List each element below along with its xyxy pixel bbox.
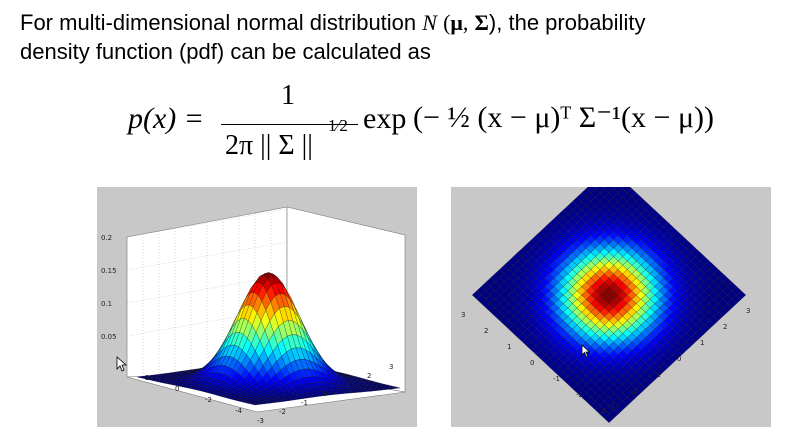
z-tick-label: 0.2 — [101, 234, 112, 242]
intro-line-1-text: For multi-dimensional normal distributio… — [20, 10, 417, 35]
formula-denominator: 2π || Σ || — [225, 130, 313, 161]
symbol-mu: μ — [450, 10, 463, 35]
cursor-arrow-icon — [116, 356, 128, 372]
intro-line-2: density function (pdf) can be calculated… — [20, 39, 431, 64]
pdf-formula: p(x) = 1 2π || Σ || 1⁄2 exp (− ½ (x − μ)… — [128, 78, 728, 168]
symbol-N: N — [422, 10, 437, 35]
right-edge-tick-label: 0 — [677, 355, 681, 363]
surface-facet — [620, 187, 625, 189]
formula-lhs: p(x) = — [128, 102, 205, 135]
symbol-sigma: Σ — [474, 10, 489, 35]
y-tick-label: 3 — [389, 363, 393, 371]
intro-line-1-end: ), the probability — [488, 10, 646, 35]
right-edge-tick-label: 2 — [723, 323, 727, 331]
y-tick-label: -1 — [301, 399, 308, 407]
surface-facet — [611, 187, 616, 189]
y-tick-label: -2 — [279, 408, 286, 416]
surface-plot-3d: 0.2 0.15 0.1 0.05 2 0 -2 -4 -3 -2 -1 0 1 2 3 — [97, 187, 417, 427]
surface-plot-top-view: 3 2 1 0 -1 -2 -3 3 2 1 0 -1 -2 -3 — [451, 187, 771, 427]
y-tick-label: -3 — [257, 417, 264, 425]
x-tick-label: 0 — [175, 385, 179, 393]
x-tick-label: 2 — [145, 374, 149, 382]
x-tick-label: -2 — [205, 396, 212, 404]
right-edge-tick-label: -1 — [654, 371, 661, 379]
right-edge-tick-label: -3 — [608, 403, 615, 411]
cursor-arrow-icon — [581, 344, 591, 358]
formula-numerator: 1 — [281, 80, 295, 111]
left-edge-tick-label: 1 — [507, 343, 511, 351]
surface-facet — [593, 187, 598, 189]
y-tick-label: 2 — [367, 372, 371, 380]
right-edge-tick-label: -2 — [631, 387, 638, 395]
surface-facet — [604, 187, 614, 194]
z-tick-label: 0.15 — [101, 267, 117, 275]
paren-open: ( — [443, 10, 451, 35]
surface-facet — [622, 187, 633, 194]
left-edge-tick-label: -2 — [576, 391, 583, 399]
grid-line — [126, 208, 288, 238]
left-edge-tick-label: -1 — [553, 375, 560, 383]
surface-facet — [595, 187, 605, 194]
left-edge-tick-label: 0 — [530, 359, 534, 367]
y-tick-label: 0 — [323, 390, 327, 398]
intro-line-1: For multi-dimensional normal distributio… — [20, 8, 790, 37]
left-edge-tick-label: 3 — [461, 311, 465, 319]
surface-facet — [251, 403, 260, 406]
formula-exp: exp — [363, 102, 407, 135]
surface-facet — [613, 187, 623, 194]
right-edge-tick-label: 1 — [700, 339, 704, 347]
left-edge-tick-label: 2 — [484, 327, 488, 335]
z-tick-label: 0.1 — [101, 300, 112, 308]
grid-line — [126, 241, 288, 271]
x-tick-label: -4 — [235, 407, 243, 415]
left-edge-tick-label: -3 — [599, 407, 606, 415]
z-tick-label: 0.05 — [101, 333, 117, 341]
comma: , — [462, 10, 469, 35]
intro-text: For multi-dimensional normal distributio… — [20, 8, 790, 66]
surface-plot-svg: 0.2 0.15 0.1 0.05 2 0 -2 -4 -3 -2 -1 0 1 2 3 — [101, 206, 406, 425]
formula-exp-body: (− ½ (x − μ)ᵀ Σ⁻¹(x − μ)) — [413, 101, 715, 134]
surface-facet — [585, 187, 596, 194]
right-edge-tick-label: 3 — [746, 307, 750, 315]
surface-facet — [602, 187, 607, 189]
top-view-svg: 3 2 1 0 -1 -2 -3 3 2 1 0 -1 -2 -3 — [461, 187, 750, 423]
y-tick-label: 1 — [345, 381, 349, 389]
fraction-bar — [221, 124, 358, 125]
formula-exponent: 1⁄2 — [328, 116, 348, 135]
